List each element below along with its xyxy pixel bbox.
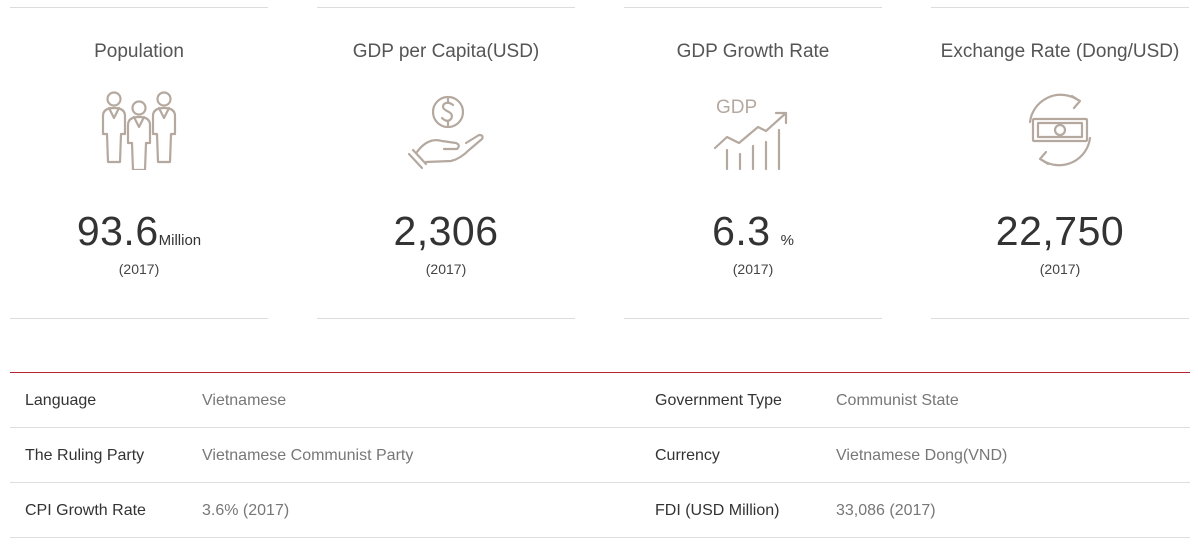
info-label: The Ruling Party <box>25 447 145 464</box>
stat-value: 2,306 <box>393 208 499 254</box>
currency-exchange-icon <box>1020 90 1100 170</box>
info-label: Currency <box>655 447 720 464</box>
stat-value: 22,750 <box>995 208 1125 254</box>
stat-value: 93.6 <box>76 208 159 254</box>
table-row: The Ruling Party Vietnamese Communist Pa… <box>10 428 1190 483</box>
stat-year: (2017) <box>732 261 774 277</box>
info-value: Vietnamese Dong(VND) <box>836 447 1008 464</box>
stat-year: (2017) <box>118 261 160 277</box>
stats-cards: Population 93.6Million (2017) GDP per Ca… <box>10 7 1189 319</box>
stat-card-gdp-growth: GDP Growth Rate GDP 6.3% (2017) <box>624 7 882 319</box>
gdp-growth-chart-icon: GDP <box>713 90 793 170</box>
info-label: CPI Growth Rate <box>25 502 146 519</box>
info-value: Vietnamese <box>202 392 287 409</box>
stat-year: (2017) <box>1039 261 1081 277</box>
stat-card-gdp-per-capita: GDP per Capita(USD) 2,306 (2017) <box>317 7 575 319</box>
info-value: Communist State <box>836 392 959 409</box>
stat-unit: % <box>780 232 794 249</box>
people-icon <box>99 90 179 170</box>
country-info-table: Language Vietnamese Government Type Comm… <box>10 372 1190 538</box>
stat-title: GDP Growth Rate <box>676 41 830 62</box>
info-value: Vietnamese Communist Party <box>202 447 414 464</box>
stat-unit: Million <box>158 232 202 249</box>
svg-text:GDP: GDP <box>716 97 757 118</box>
hand-dollar-coin-icon <box>406 90 486 170</box>
stat-card-exchange-rate: Exchange Rate (Dong/USD) 22,750 (2017) <box>931 7 1189 319</box>
info-label: Language <box>25 392 97 409</box>
table-row: CPI Growth Rate 3.6% (2017) FDI (USD Mil… <box>10 483 1190 538</box>
info-value: 33,086 (2017) <box>836 502 936 519</box>
stat-title: Population <box>94 41 184 62</box>
stat-year: (2017) <box>425 261 467 277</box>
info-label: Government Type <box>655 392 782 409</box>
stat-value: 6.3 <box>712 208 771 254</box>
table-row: Language Vietnamese Government Type Comm… <box>10 373 1190 428</box>
stat-title: Exchange Rate (Dong/USD) <box>940 41 1180 62</box>
stat-title: GDP per Capita(USD) <box>352 41 540 62</box>
info-label: FDI (USD Million) <box>655 502 780 519</box>
info-value: 3.6% (2017) <box>202 502 290 519</box>
stat-card-population: Population 93.6Million (2017) <box>10 7 268 319</box>
